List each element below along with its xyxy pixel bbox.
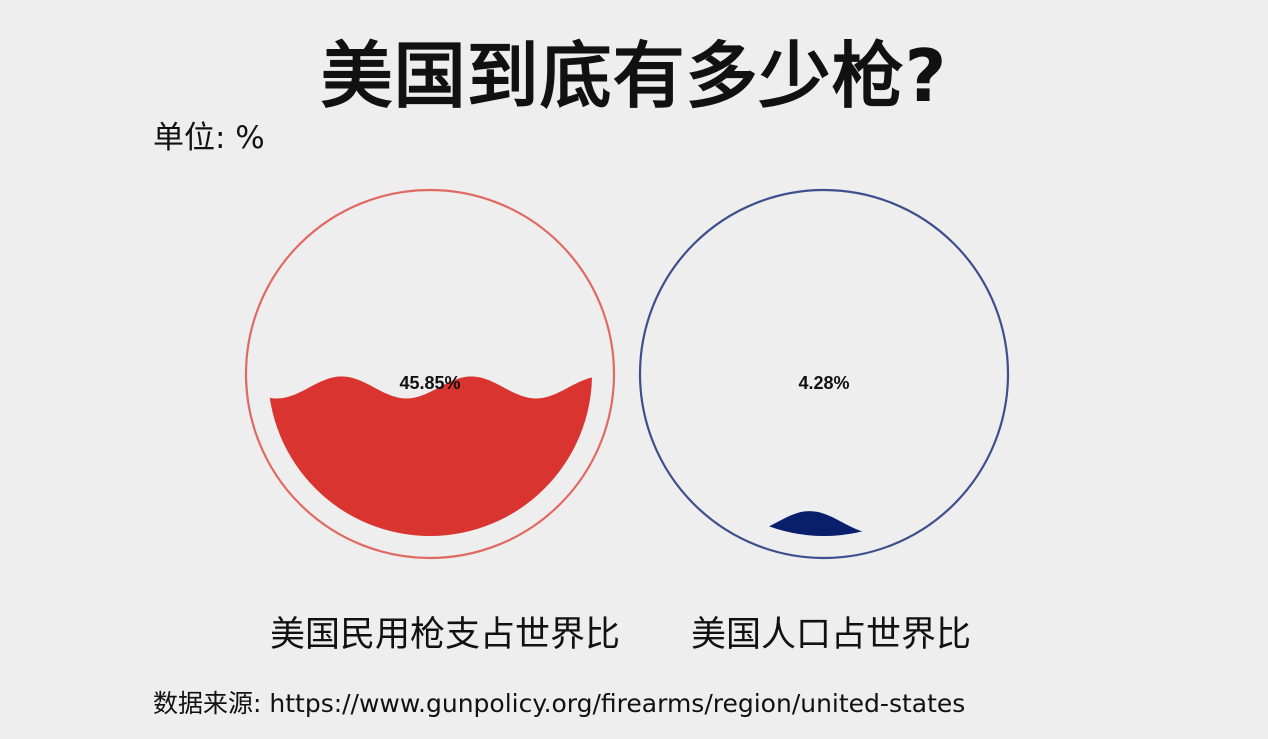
liquid-gauge: 45.85% 美国民用枪支占世界比 — [244, 188, 620, 655]
unit-label: 单位: % — [153, 120, 265, 156]
page-title: 美国到底有多少枪? — [320, 34, 948, 118]
gauge-outline — [244, 188, 616, 560]
category-label: 美国人口占世界比 — [691, 615, 971, 655]
value-label: 45.85% — [399, 373, 460, 393]
liquid-fill — [268, 376, 592, 536]
gauge-outline — [638, 188, 1010, 560]
data-source: 数据来源: https://www.gunpolicy.org/firearms… — [153, 689, 966, 718]
category-label: 美国民用枪支占世界比 — [270, 615, 620, 655]
liquid-gauge: 4.28% 美国人口占世界比 — [638, 188, 1010, 655]
value-label: 4.28% — [798, 373, 849, 393]
